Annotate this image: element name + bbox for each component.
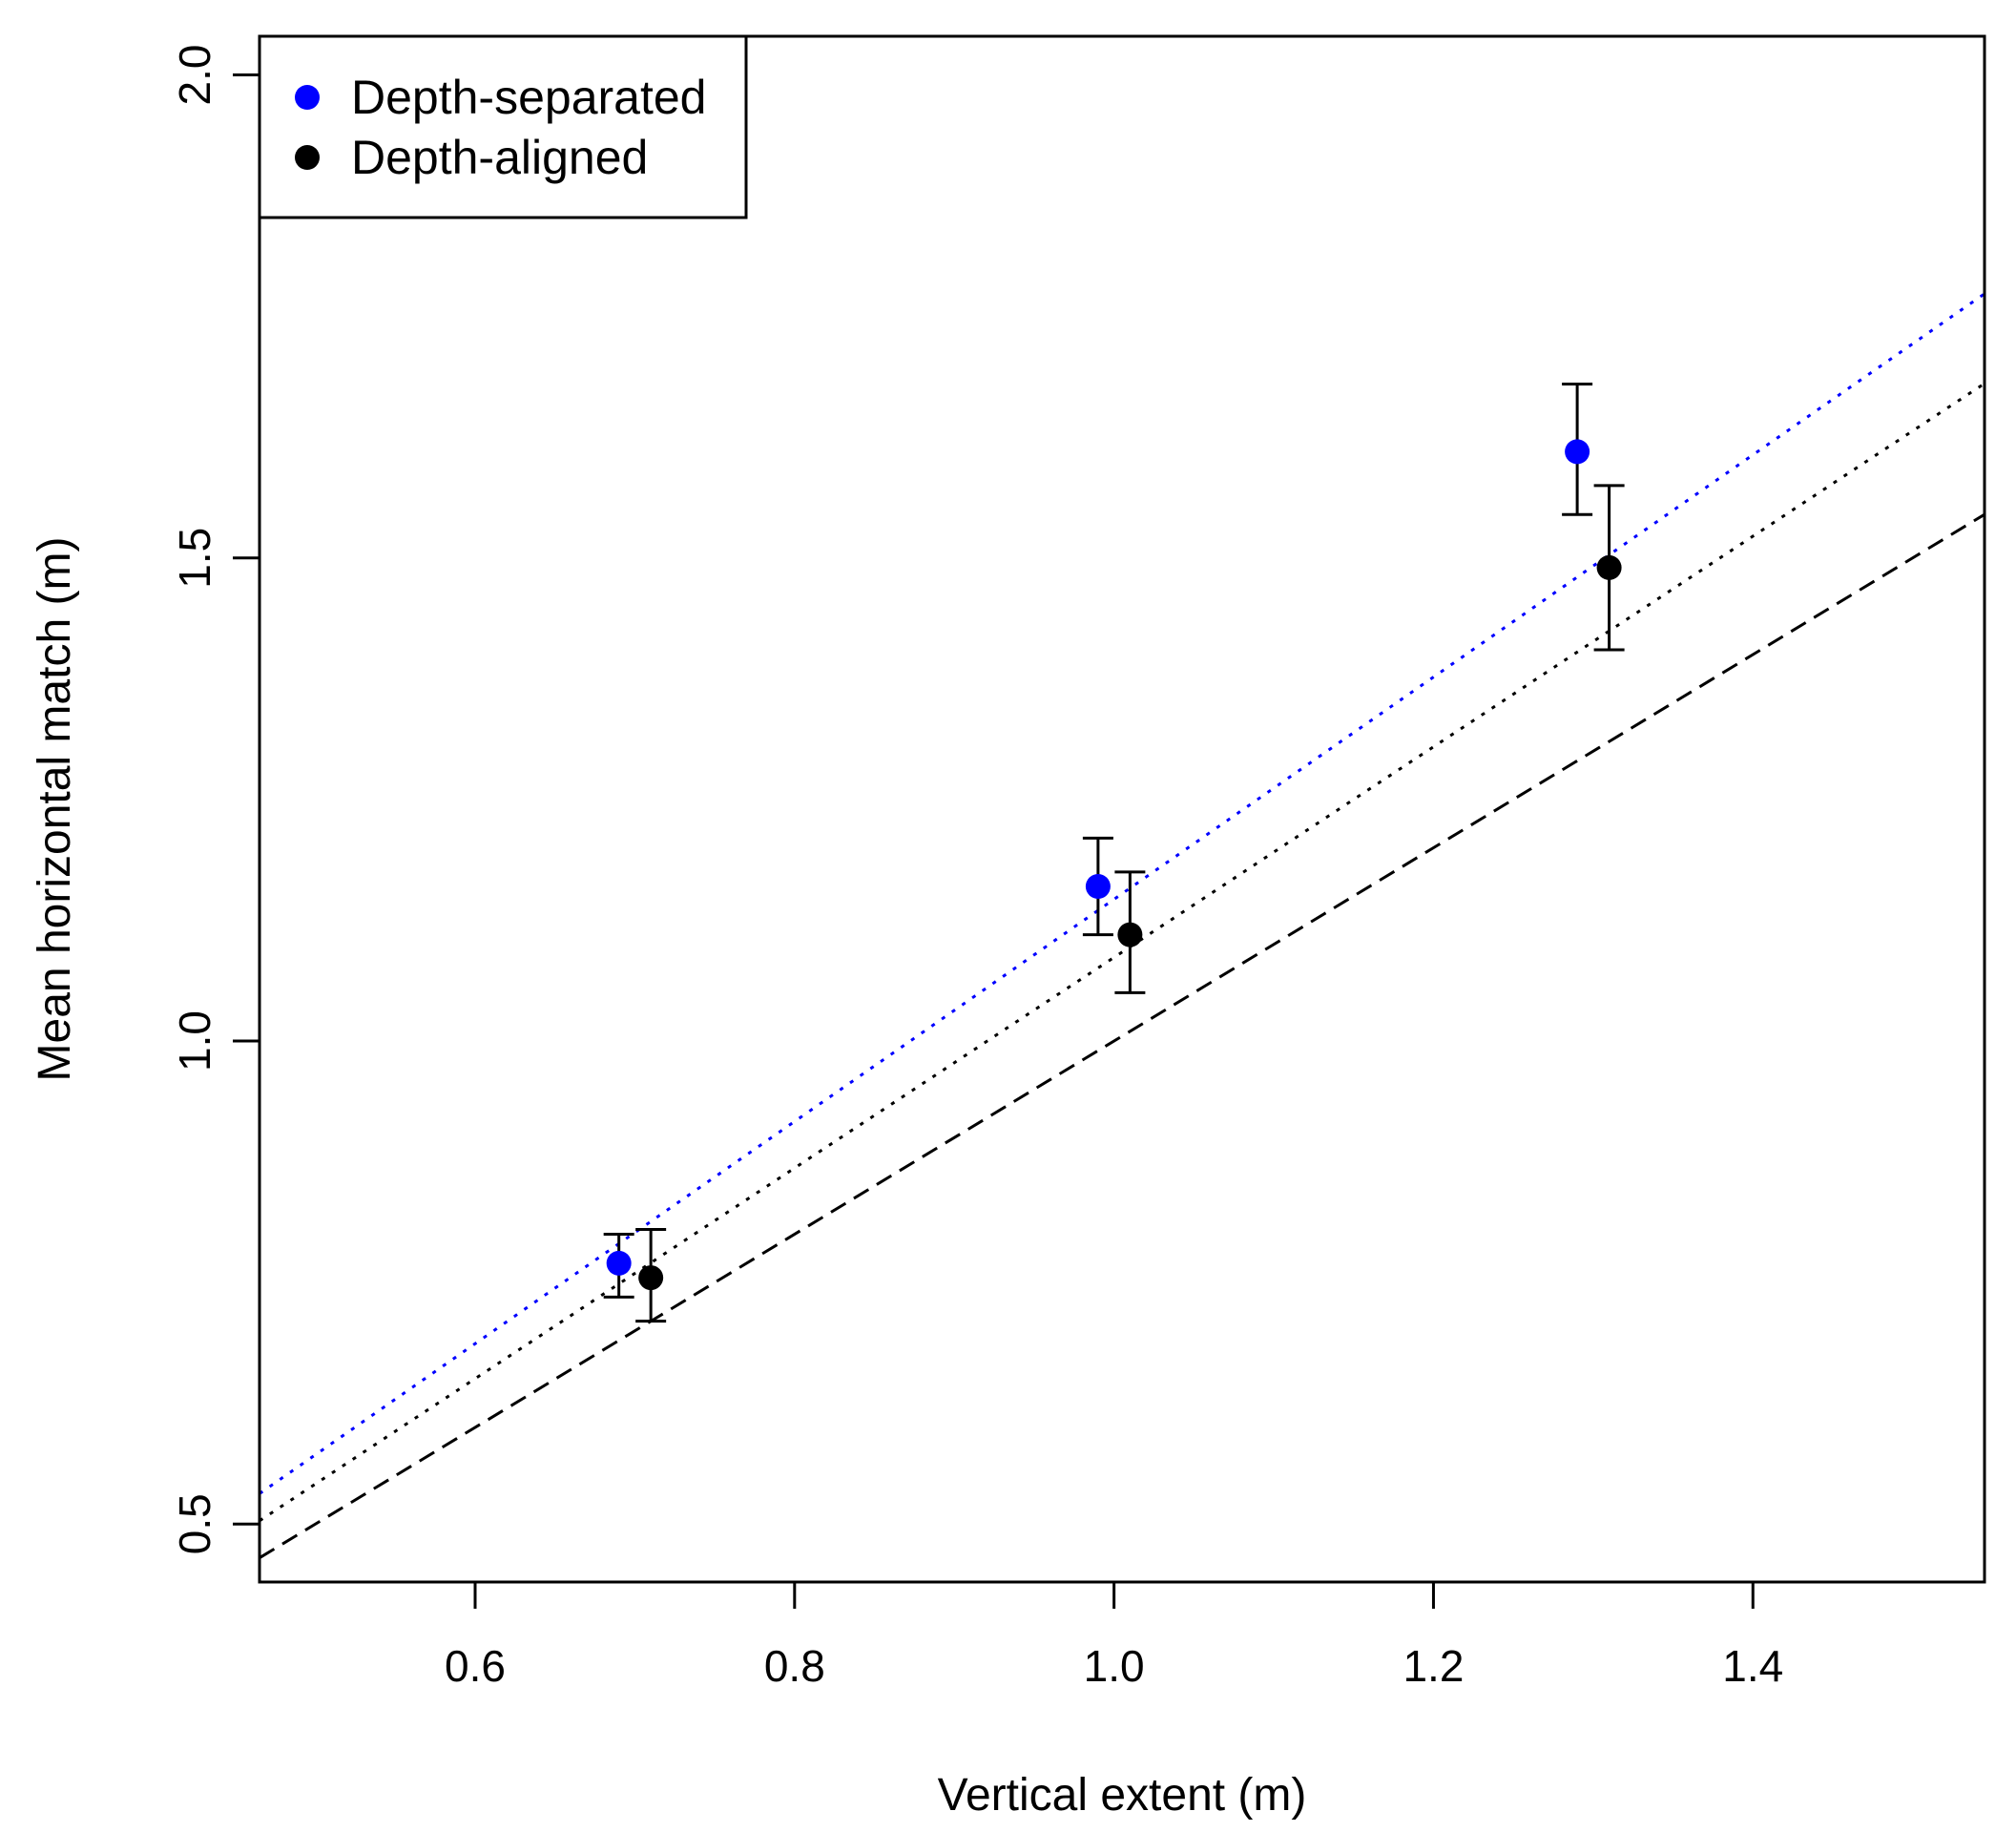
legend-label-depth-separated: Depth-separated <box>351 71 706 124</box>
error-bars <box>603 383 1625 1323</box>
depth-aligned-fit-line <box>260 382 1985 1523</box>
legend-marker-depth-separated <box>295 85 320 110</box>
x-tick-label: 1.2 <box>1403 1641 1464 1691</box>
x-axis: 0.6 0.8 1.0 1.2 1.4 <box>445 1580 1783 1691</box>
plot-frame <box>258 34 1986 1584</box>
x-tick-label: 0.8 <box>764 1641 825 1691</box>
point-depth-separated <box>1085 874 1111 899</box>
legend-marker-depth-aligned <box>295 145 320 170</box>
legend: Depth-separated Depth-aligned <box>258 34 748 219</box>
fit-lines <box>260 292 1985 1559</box>
x-tick-label: 1.0 <box>1084 1641 1145 1691</box>
y-tick-label: 1.0 <box>170 1010 219 1072</box>
point-depth-separated <box>606 1250 632 1276</box>
y-tick-label: 0.5 <box>170 1493 219 1554</box>
data-points <box>606 439 1622 1291</box>
y-axis-title: Mean horizontal match (m) <box>30 537 80 1082</box>
depth-separated-fit-line <box>260 292 1985 1495</box>
identity-line <box>260 512 1985 1559</box>
legend-box <box>258 34 748 219</box>
y-tick-label: 2.0 <box>170 45 219 106</box>
x-tick-label: 0.6 <box>445 1641 506 1691</box>
y-tick-label: 1.5 <box>170 528 219 589</box>
point-depth-aligned <box>1117 922 1143 947</box>
y-axis: 0.5 1.0 1.5 2.0 <box>170 45 261 1554</box>
point-depth-aligned <box>1596 554 1622 580</box>
x-tick-label: 1.4 <box>1722 1641 1783 1691</box>
legend-label-depth-aligned: Depth-aligned <box>351 131 648 184</box>
point-depth-aligned <box>638 1265 664 1291</box>
x-axis-title: Vertical extent (m) <box>938 1770 1307 1821</box>
point-depth-separated <box>1565 439 1590 465</box>
